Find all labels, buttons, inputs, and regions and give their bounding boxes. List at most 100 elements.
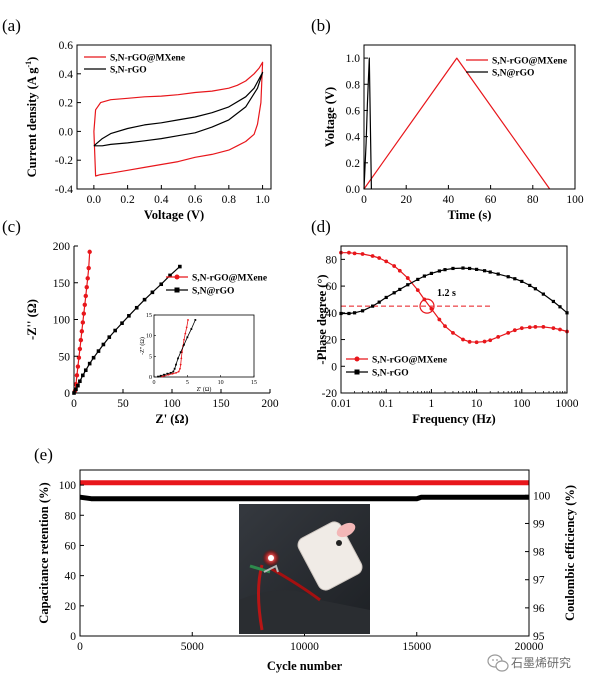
inset-x-axis-label: Z' (Ω) (197, 386, 212, 393)
x-axis-label: Time (s) (448, 208, 492, 222)
legend-rgo-marker (354, 369, 360, 375)
inset-point-rgo (163, 373, 165, 376)
y-tick-label: 0.6 (59, 40, 74, 52)
data-point-rgo (127, 314, 131, 318)
data-point-rgo (168, 273, 172, 278)
x-tick-label: 1000 (556, 398, 579, 410)
annotation-label: 1.2 s (437, 288, 456, 299)
inset-plot: 0 5 10 15 0 5 10 15 Z' (Ω) -Z'' (Ω) (139, 313, 257, 393)
x-tick-label: 1 (429, 398, 435, 410)
y-tick-label: -0.2 (55, 155, 73, 167)
annotation-circle (419, 298, 435, 314)
data-point-rgo (533, 287, 538, 291)
series-line-rgo (93, 71, 264, 147)
legend-rgo-label: S,N-rGO (110, 66, 147, 76)
x-tick-label: 20000 (515, 641, 544, 653)
y-axis-label: -Z'' (Ω) (25, 299, 39, 340)
y-tick-label: 200 (53, 241, 71, 253)
data-point-rgo (107, 335, 112, 339)
plot-frame (363, 44, 576, 190)
legend-rgo-marker (174, 287, 180, 293)
x-axis-label: Voltage (V) (144, 208, 204, 222)
y-tick-label: 50 (59, 351, 71, 363)
data-point-rgo (87, 361, 92, 366)
data-point-rgo-mxene (488, 338, 493, 343)
data-point-rgo-mxene (86, 265, 91, 271)
inset-x-tick-label: 10 (218, 380, 224, 386)
data-point-rgo (506, 275, 510, 279)
data-point-rgo-mxene (415, 288, 420, 292)
inset-point-rgo (173, 367, 176, 370)
y-axis-label: Voltage (V) (323, 87, 337, 147)
data-point-rgo-mxene (370, 254, 375, 258)
y-tick-label: -20 (322, 388, 338, 400)
legend-rgo-mxene-marker (354, 356, 360, 362)
inset-point-rgo-mxene (179, 363, 182, 366)
wechat-icon (487, 654, 509, 672)
data-point-rgo (496, 272, 500, 276)
y-tick-label: 100 (53, 315, 71, 327)
data-point-rgo-mxene (533, 324, 538, 329)
inset-point-rgo (194, 319, 197, 321)
legend-rgo-mxene-label: S,N-rGO@MXene (110, 54, 185, 64)
y-left-axis-label: Capacitance retention (%) (37, 482, 51, 623)
data-point-rgo (113, 328, 117, 333)
data-point-rgo (475, 267, 479, 271)
data-point-rgo-mxene (85, 276, 90, 281)
y-right-axis-label: Coulombic efficiency (%) (563, 485, 577, 621)
data-point-rgo-mxene (397, 268, 402, 273)
data-point-rgo-mxene (347, 250, 351, 255)
x-tick-label: 80 (527, 194, 539, 206)
data-point-rgo (392, 291, 396, 295)
y-tick-label: 20 (326, 335, 338, 347)
data-point-rgo (96, 349, 101, 353)
y-axis-label-sup: -1 (24, 61, 33, 68)
data-point-rgo (520, 279, 524, 284)
panel-label-e: (e) (34, 445, 53, 464)
y-right-tick-label: 96 (533, 603, 545, 615)
led-demo-photo (239, 504, 370, 634)
x-tick-label: 0.6 (188, 194, 203, 206)
y-axis-label: Current density (A g-1) (24, 57, 39, 178)
plot-frame (76, 44, 272, 190)
data-point-rgo-mxene (551, 326, 556, 331)
data-point-rgo (178, 264, 182, 269)
y-left-tick-label: 80 (65, 510, 77, 522)
data-point-rgo (83, 368, 88, 373)
y-axis-label: -Phase degree (°) (315, 274, 329, 364)
data-point-rgo-mxene (78, 337, 84, 343)
data-point-rgo (347, 311, 351, 316)
chart-bode-phase-plot: 1.2 s 0.01 0.1 1 10 100 1000 -20 0 20 40 60 80 Freque… (315, 245, 579, 426)
y-tick-label: 0.8 (346, 79, 361, 91)
legend-rgo-mxene-label: S,N-rGO@MXene (372, 356, 447, 366)
y-left-tick-label: 40 (65, 571, 77, 583)
data-point-rgo-mxene (512, 328, 517, 333)
data-point-rgo (513, 277, 517, 281)
data-point-rgo-mxene (74, 373, 80, 378)
data-point-rgo (78, 379, 82, 384)
data-point-rgo-mxene (496, 334, 501, 339)
y-axis-label-end: ) (25, 57, 39, 61)
x-tick-label: 100 (163, 398, 181, 410)
x-tick-label: 200 (261, 398, 279, 410)
x-axis-label: Frequency (Hz) (412, 412, 495, 426)
data-point-rgo (416, 277, 420, 282)
x-tick-label: 0.0 (87, 194, 102, 206)
data-point-rgo (437, 269, 441, 273)
inset-point-rgo (183, 343, 185, 346)
inset-point-rgo (169, 371, 172, 374)
y-left-tick-label: 20 (65, 601, 77, 613)
panel-label-a: (a) (2, 16, 21, 35)
inset-x-tick-label: 5 (186, 380, 189, 386)
x-tick-label: 1.0 (255, 194, 270, 206)
data-point-rgo (461, 266, 465, 270)
x-tick-label: 40 (443, 194, 455, 206)
data-point-rgo-mxene (405, 276, 410, 280)
y-tick-label: 1.0 (346, 53, 361, 65)
data-point-rgo (159, 282, 164, 287)
inset-point-rgo-mxene (180, 357, 183, 360)
x-axis-label: Cycle number (267, 659, 343, 673)
x-tick-label: 5000 (181, 641, 204, 653)
